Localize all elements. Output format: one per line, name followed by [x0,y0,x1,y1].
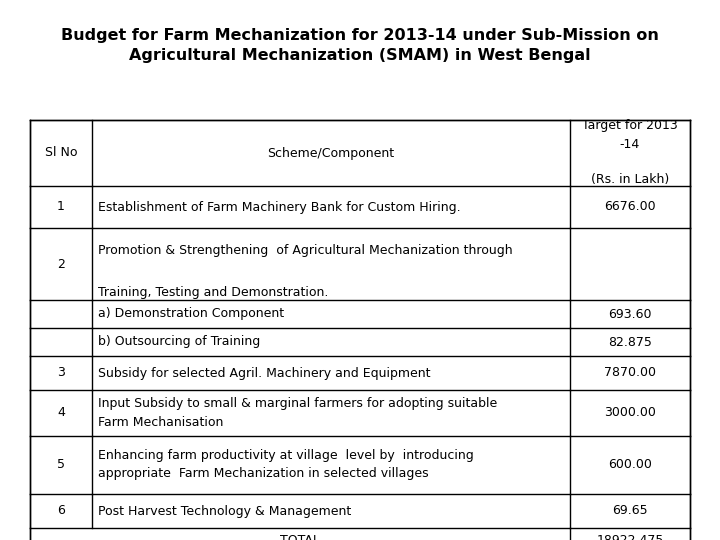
Text: 4: 4 [57,407,65,420]
Text: 69.65: 69.65 [612,504,648,517]
Text: Input Subsidy to small & marginal farmers for adopting suitable
Farm Mechanisati: Input Subsidy to small & marginal farmer… [98,397,498,429]
Text: 3000.00: 3000.00 [604,407,656,420]
Text: Scheme/Component: Scheme/Component [267,146,395,159]
Text: 600.00: 600.00 [608,458,652,471]
Text: 18922.475: 18922.475 [596,535,664,540]
Text: Promotion & Strengthening  of Agricultural Mechanization through

Training, Test: Promotion & Strengthening of Agricultura… [98,244,513,299]
Text: TOTAL: TOTAL [280,535,320,540]
Text: Establishment of Farm Machinery Bank for Custom Hiring.: Establishment of Farm Machinery Bank for… [98,200,461,213]
Text: a) Demonstration Component: a) Demonstration Component [98,307,284,321]
Text: Enhancing farm productivity at village  level by  introducing
appropriate  Farm : Enhancing farm productivity at village l… [98,449,474,481]
Text: 5: 5 [57,458,65,471]
Text: 82.875: 82.875 [608,335,652,348]
Text: 3: 3 [57,367,65,380]
Text: 2: 2 [57,258,65,271]
Text: 6: 6 [57,504,65,517]
Text: Subsidy for selected Agril. Machinery and Equipment: Subsidy for selected Agril. Machinery an… [98,367,431,380]
Text: Budget for Farm Mechanization for 2013-14 under Sub-Mission on
Agricultural Mech: Budget for Farm Mechanization for 2013-1… [61,28,659,63]
Text: Post Harvest Technology & Management: Post Harvest Technology & Management [98,504,351,517]
Text: Sl No: Sl No [45,146,77,159]
Text: 6676.00: 6676.00 [604,200,656,213]
Text: 7870.00: 7870.00 [604,367,656,380]
Text: Target for 2013
-14

(Rs. in Lakh): Target for 2013 -14 (Rs. in Lakh) [582,119,678,186]
Text: b) Outsourcing of Training: b) Outsourcing of Training [98,335,260,348]
Text: 693.60: 693.60 [608,307,652,321]
Text: 1: 1 [57,200,65,213]
